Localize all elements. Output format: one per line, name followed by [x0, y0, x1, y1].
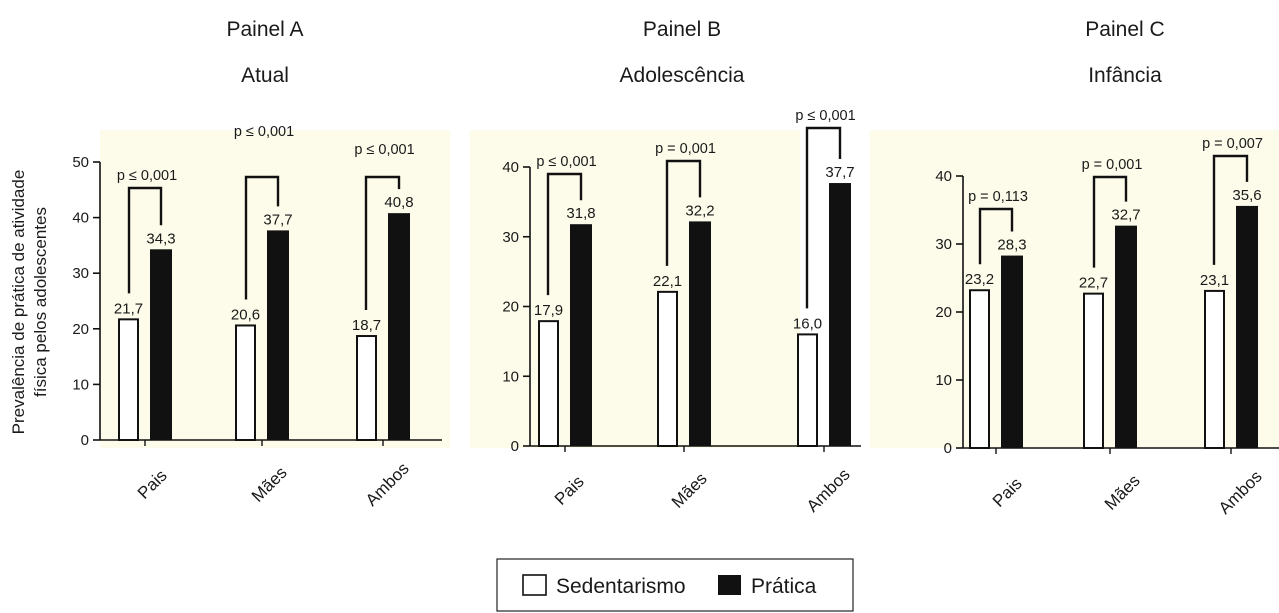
data-label-pratica: 32,2	[685, 202, 714, 219]
p-value-label: p ≤ 0,001	[795, 108, 855, 124]
data-label-pratica: 35,6	[1232, 187, 1261, 204]
data-label-pratica: 32,7	[1111, 207, 1140, 224]
bar-sedentarismo	[657, 290, 678, 448]
legend-swatch-sedentarismo	[522, 574, 547, 596]
category-label: Pais	[134, 466, 171, 503]
y-tick-label: 40	[502, 159, 519, 176]
category-label: Mães	[248, 463, 291, 506]
p-value-label: p ≤ 0,001	[117, 168, 177, 184]
bar-pratica	[689, 221, 711, 446]
panel-title: Painel A	[226, 18, 303, 41]
significance-bracket	[244, 175, 280, 300]
y-tick-label: 10	[935, 372, 952, 389]
significance-bracket	[127, 186, 163, 294]
y-tick-label: 20	[72, 321, 89, 338]
category-label: Ambos	[803, 465, 854, 516]
data-label-pratica: 37,7	[825, 164, 854, 181]
panel-subtitle: Atual	[241, 64, 289, 87]
data-label-pratica: 34,3	[146, 230, 175, 247]
data-label-pratica: 37,7	[263, 211, 292, 228]
panel-subtitle: Infância	[1088, 64, 1162, 87]
bar-sedentarismo	[356, 335, 377, 442]
category-label: Ambos	[1215, 467, 1266, 518]
y-tick-label: 0	[81, 432, 89, 449]
panel-2: Painel B Adolescência 0 10 20 30 40 17,9 31,8 p ≤…	[502, 18, 861, 516]
y-axis-label-line1: Prevalência de prática de atividade	[9, 170, 28, 435]
p-value-label: p = 0,001	[655, 141, 716, 157]
panel-background	[470, 130, 800, 448]
data-label-pratica: 31,8	[566, 205, 595, 222]
bar-sedentarismo	[797, 333, 818, 447]
category-label: Mães	[1101, 471, 1144, 514]
bar-pratica	[829, 183, 851, 447]
bar-sedentarismo	[118, 318, 139, 441]
y-tick-label: 30	[72, 265, 89, 282]
bar-sedentarismo	[969, 289, 990, 449]
significance-bracket	[1212, 154, 1249, 265]
y-tick-label: 30	[502, 229, 519, 246]
legend-frame	[496, 558, 854, 612]
category-label: Mães	[668, 469, 711, 512]
y-axis-label-line2: física pelos adolescentes	[31, 207, 50, 397]
significance-bracket	[364, 175, 401, 311]
data-label-sedentarismo: 23,2	[965, 271, 994, 288]
significance-bracket	[1092, 175, 1128, 268]
p-value-label: p = 0,001	[1082, 157, 1143, 173]
data-label-sedentarismo: 22,1	[653, 273, 682, 290]
data-label-sedentarismo: 21,7	[114, 300, 143, 317]
y-tick-label: 20	[502, 299, 519, 316]
bar-sedentarismo	[1204, 289, 1225, 450]
bar-pratica	[1236, 205, 1258, 448]
bar-pratica	[570, 224, 592, 446]
legend: Sedentarismo Prática	[496, 558, 854, 612]
category-label: Pais	[989, 474, 1026, 511]
bar-sedentarismo	[538, 320, 559, 447]
panel-title: Painel B	[643, 18, 721, 41]
panel-subtitle: Adolescência	[620, 64, 745, 87]
p-value-label: p ≤ 0,001	[234, 124, 294, 140]
y-tick-label: 30	[935, 236, 952, 253]
y-tick-label: 0	[511, 438, 519, 455]
bar-sedentarismo	[235, 324, 256, 441]
data-label-sedentarismo: 17,9	[534, 302, 563, 319]
p-value-label: p = 0,007	[1202, 136, 1263, 152]
significance-bracket	[805, 126, 842, 309]
legend-label-pratica: Prática	[751, 575, 817, 598]
p-value-label: p = 0,113	[968, 189, 1028, 205]
y-tick-label: 0	[944, 440, 952, 457]
y-tick-label: 50	[72, 154, 89, 171]
data-label-sedentarismo: 16,0	[793, 315, 822, 332]
p-value-label: p ≤ 0,001	[536, 154, 596, 170]
data-label-sedentarismo: 18,7	[352, 317, 381, 334]
y-tick-label: 40	[935, 168, 952, 185]
data-label-sedentarismo: 23,1	[1200, 272, 1229, 289]
y-tick-label: 10	[502, 368, 519, 385]
significance-bracket	[546, 172, 583, 296]
y-tick-label: 40	[72, 210, 89, 227]
significance-bracket	[978, 207, 1014, 265]
significance-bracket	[665, 159, 702, 266]
bar-pratica	[388, 213, 410, 440]
data-label-sedentarismo: 22,7	[1079, 275, 1108, 292]
data-label-sedentarismo: 20,6	[231, 306, 260, 323]
category-label: Ambos	[362, 459, 413, 510]
bar-sedentarismo	[1083, 292, 1104, 450]
bar-pratica	[1115, 225, 1137, 448]
legend-swatch-pratica	[718, 575, 741, 595]
data-label-pratica: 40,8	[384, 194, 413, 211]
legend-label-sedentarismo: Sedentarismo	[556, 575, 686, 598]
y-tick-label: 10	[72, 376, 89, 393]
bar-pratica	[150, 249, 172, 440]
bar-pratica	[1001, 255, 1023, 448]
bar-pratica	[267, 230, 289, 440]
y-tick-label: 20	[935, 304, 952, 321]
category-label: Pais	[551, 472, 588, 509]
data-label-pratica: 28,3	[997, 237, 1026, 254]
panel-title: Painel C	[1085, 18, 1164, 41]
p-value-label: p ≤ 0,001	[354, 142, 414, 158]
